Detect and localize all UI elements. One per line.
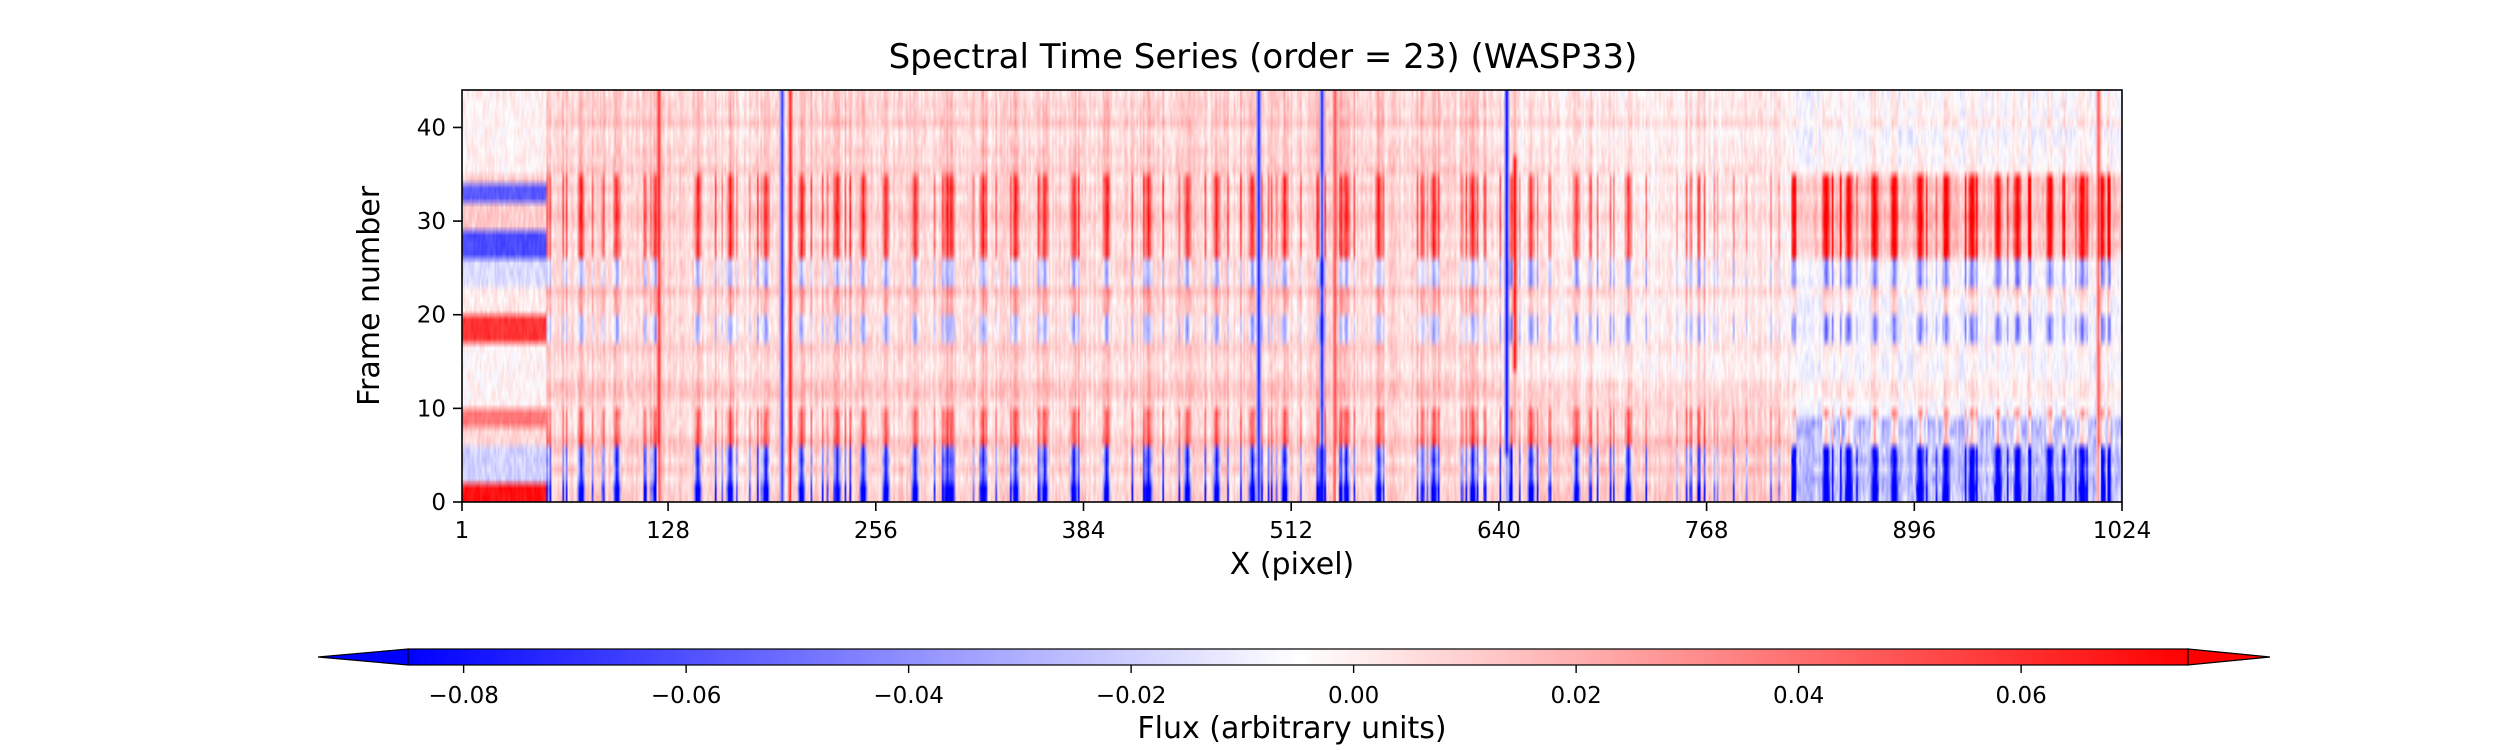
y-tick-label: 0 — [431, 490, 446, 516]
x-tick-label: 512 — [1269, 518, 1313, 544]
colorbar-tick-label: −0.04 — [873, 683, 943, 709]
x-tick-label: 128 — [646, 518, 690, 544]
colorbar-ticks: −0.08 −0.06 −0.04 −0.02 0.00 0.02 0.04 0.06 — [428, 665, 2047, 709]
x-tick-label: 1024 — [2093, 518, 2152, 544]
colorbar-extend-min — [317, 648, 409, 666]
x-axis: 1 128 256 384 512 640 768 896 1024 — [455, 502, 2152, 544]
colorbar-tick-label: 0.02 — [1551, 683, 1602, 709]
y-axis: 0 10 20 30 40 — [417, 115, 462, 516]
plot-frame — [461, 89, 2123, 503]
x-tick-label: 256 — [854, 518, 898, 544]
x-tick-label: 896 — [1892, 518, 1936, 544]
colorbar-bar — [407, 648, 2189, 666]
y-axis-label: Frame number — [352, 185, 387, 406]
y-tick-label: 20 — [417, 303, 446, 329]
y-tick-label: 40 — [417, 115, 446, 141]
colorbar-tick-label: 0.04 — [1773, 683, 1824, 709]
colorbar-tick-label: −0.06 — [651, 683, 721, 709]
chart-title: Spectral Time Series (order = 23) (WASP3… — [889, 37, 1638, 77]
colorbar-tick-label: 0.00 — [1328, 683, 1379, 709]
heatmap-image — [462, 90, 2122, 502]
y-tick-label: 30 — [417, 209, 446, 235]
colorbar: −0.08 −0.06 −0.04 −0.02 0.00 0.02 0.04 0.06 Flu… — [317, 648, 2271, 746]
colorbar-tick-label: 0.06 — [1996, 683, 2047, 709]
heatmap-plot — [461, 89, 2123, 503]
colorbar-extend-max — [2187, 648, 2271, 666]
colorbar-label: Flux (arbitrary units) — [1137, 711, 1446, 746]
x-tick-label: 768 — [1685, 518, 1729, 544]
x-axis-label: X (pixel) — [1230, 547, 1355, 582]
x-tick-label: 1 — [455, 518, 470, 544]
colorbar-tick-label: −0.02 — [1096, 683, 1166, 709]
x-tick-label: 640 — [1477, 518, 1521, 544]
y-tick-label: 10 — [417, 396, 446, 422]
colorbar-tick-label: −0.08 — [428, 683, 498, 709]
x-tick-label: 384 — [1062, 518, 1106, 544]
